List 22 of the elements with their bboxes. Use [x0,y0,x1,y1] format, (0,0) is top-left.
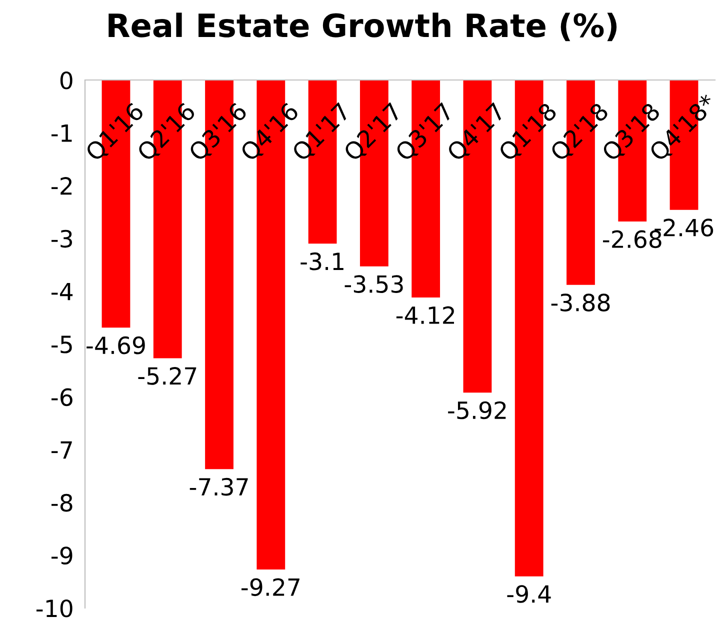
y-tick-label: -3 [52,230,72,248]
data-label: -3.88 [551,294,610,312]
data-label: -3.1 [300,252,344,270]
y-tick-label: -2 [52,177,72,195]
y-tick-label: -6 [52,388,72,406]
y-tick-label: -10 [36,599,72,618]
data-label: -9.27 [242,578,300,596]
data-label: -3.53 [344,275,403,293]
data-label: -9.4 [507,585,551,603]
y-tick-label: -4 [52,282,73,300]
y-tick-label: -8 [52,494,72,512]
y-tick-label: -7 [52,441,72,459]
data-label: -4.12 [396,306,454,324]
y-tick-label: -5 [52,336,72,354]
chart-title: Real Estate Growth Rate (%) [108,12,617,42]
data-label: -5.92 [448,401,506,420]
data-label: -7.37 [190,478,248,496]
y-tick-label: -9 [52,546,72,565]
data-label: -5.27 [138,367,196,385]
y-tick-label: -1 [52,124,72,142]
data-label: -4.69 [86,336,145,354]
y-tick-label: 0 [60,71,72,90]
